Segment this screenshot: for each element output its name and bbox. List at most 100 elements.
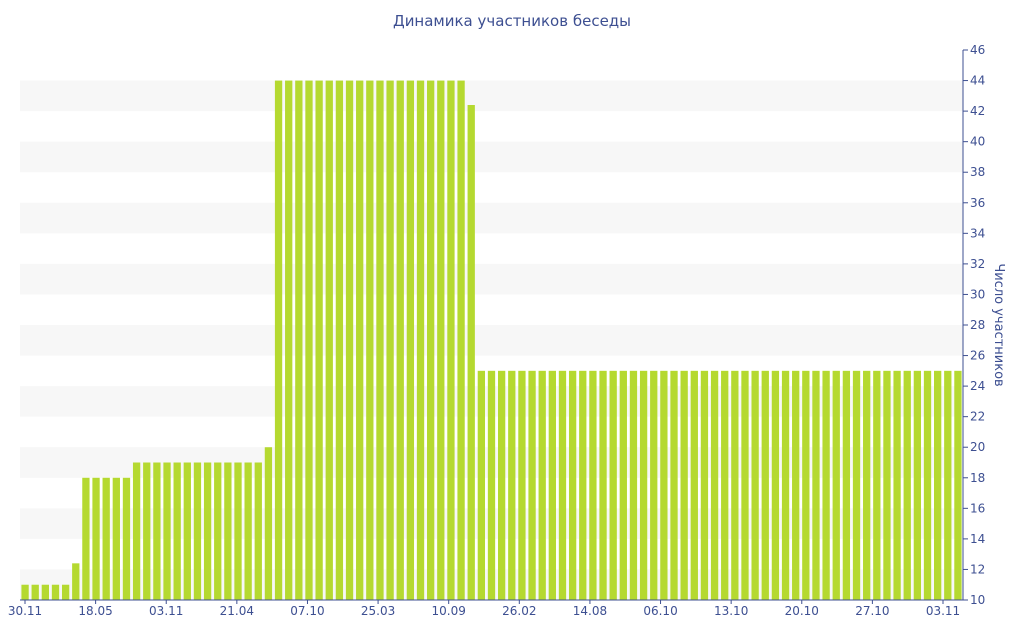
bar[interactable] [51,584,60,600]
bar[interactable] [650,370,658,600]
bar[interactable] [305,80,313,600]
bar[interactable] [203,462,212,601]
bar[interactable] [903,370,911,600]
bar[interactable] [143,462,151,601]
bar[interactable] [751,370,759,600]
bars [21,80,962,601]
bar[interactable] [832,370,840,600]
bar[interactable] [771,370,780,600]
bar[interactable] [163,462,171,601]
bar[interactable] [934,370,942,600]
bar[interactable] [731,370,739,600]
bar[interactable] [873,370,881,600]
bar[interactable] [670,370,678,600]
y-tick-label: 30 [970,287,985,301]
x-axis: 30.11 18.05 03.11 21.04 07.10 25.03 10.09 26.02… [8,599,963,618]
y-tick-label: 34 [970,226,985,240]
bar[interactable] [954,370,962,600]
bar[interactable] [589,370,597,600]
bar[interactable] [72,563,80,600]
bar[interactable] [508,370,516,600]
bar[interactable] [92,477,100,600]
bar[interactable] [244,462,252,601]
bar[interactable] [761,370,769,600]
bar[interactable] [680,370,688,600]
bar[interactable] [639,370,648,600]
bar[interactable] [366,80,374,600]
bar[interactable] [893,370,901,600]
bar[interactable] [467,105,475,600]
bar[interactable] [345,80,354,600]
bar[interactable] [335,80,344,600]
y-tick-label: 12 [970,562,985,576]
bar[interactable] [802,370,810,600]
bar[interactable] [568,370,577,600]
bar[interactable] [61,584,70,600]
bar[interactable] [132,462,141,601]
bar[interactable] [376,80,384,600]
bar[interactable] [497,370,506,600]
bar[interactable] [629,370,638,600]
bar[interactable] [264,447,273,600]
bar[interactable] [923,370,932,600]
bar[interactable] [183,462,191,601]
bar[interactable] [102,477,110,600]
bar[interactable] [579,370,587,600]
bar[interactable] [406,80,415,600]
bar[interactable] [558,370,567,600]
bar[interactable] [863,370,871,600]
bar[interactable] [112,477,120,600]
bar[interactable] [315,80,323,600]
bar[interactable] [812,370,820,600]
bar[interactable] [609,370,617,600]
bar[interactable] [427,80,435,600]
bar[interactable] [548,370,556,600]
bar[interactable] [822,370,830,600]
bar[interactable] [447,80,455,600]
bar[interactable] [487,370,496,600]
bar[interactable] [122,477,131,600]
bar[interactable] [285,80,293,600]
bar[interactable] [325,80,333,600]
bar[interactable] [386,80,394,600]
bar[interactable] [944,370,952,600]
bar[interactable] [214,462,222,601]
bar[interactable] [619,370,627,600]
bar[interactable] [416,80,425,600]
bar[interactable] [173,462,181,601]
bar[interactable] [781,370,790,600]
bar[interactable] [254,462,262,601]
bar[interactable] [660,370,668,600]
bar[interactable] [477,370,486,600]
bar[interactable] [883,370,891,600]
bar[interactable] [528,370,536,600]
bar[interactable] [21,584,29,600]
bar[interactable] [852,370,861,600]
y-tick-label: 22 [970,410,985,424]
bar[interactable] [41,584,49,600]
bar[interactable] [295,80,303,600]
x-tick-label: 25.03 [361,604,395,618]
bar[interactable] [356,80,364,600]
bar[interactable] [721,370,729,600]
bar[interactable] [153,462,161,601]
bar[interactable] [792,370,800,600]
bar[interactable] [274,80,283,600]
bar[interactable] [224,462,232,601]
bar[interactable] [396,80,404,600]
bar[interactable] [437,80,445,600]
bar[interactable] [193,462,202,601]
bar[interactable] [842,370,851,600]
bar[interactable] [700,370,709,600]
bar[interactable] [518,370,526,600]
bar[interactable] [710,370,719,600]
bar[interactable] [913,370,922,600]
bar[interactable] [538,370,546,600]
bar[interactable] [457,80,465,600]
bar[interactable] [599,370,607,600]
bar[interactable] [741,370,749,600]
bar[interactable] [690,370,698,600]
bar[interactable] [234,462,242,601]
bar[interactable] [82,477,90,600]
bar[interactable] [31,584,39,600]
